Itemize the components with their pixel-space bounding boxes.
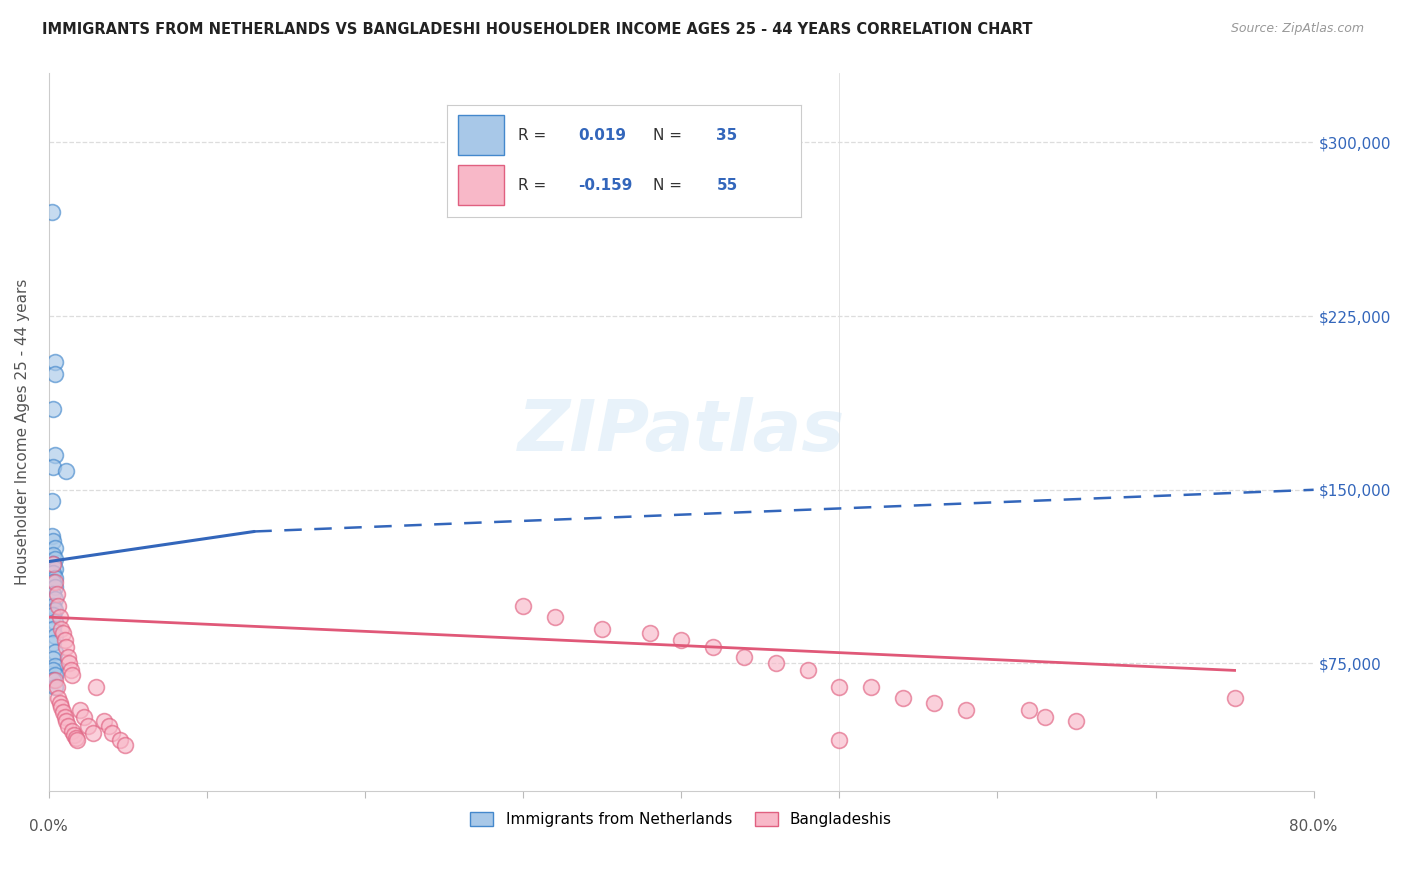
Point [42,533,65,548]
Point [44,658,66,673]
Point [56,719,79,733]
Point [765,657,787,671]
Point [55,464,77,478]
Point [53,709,76,723]
Point [891,691,914,706]
Point [44,645,66,659]
Point [42,575,65,590]
Point [44,591,66,606]
Point [544,610,567,624]
Point [42,548,65,562]
Point [52,626,75,640]
Point [108,732,131,747]
Legend: Immigrants from Netherlands, Bangladeshis: Immigrants from Netherlands, Bangladeshi… [464,806,898,833]
Point [42,652,65,666]
Point [46,691,69,706]
Point [512,599,534,613]
Point [52,705,75,719]
Point [44,575,66,590]
Point [41,494,63,508]
Point [51,700,73,714]
Point [42,557,65,571]
Point [55,714,77,729]
Point [44,541,66,555]
Point [59,664,82,678]
Point [66,732,89,747]
Point [45,680,67,694]
Y-axis label: Householder Income Ages 25 - 44 years: Householder Income Ages 25 - 44 years [15,278,30,585]
Point [93,714,115,729]
Point [44,680,66,694]
Point [44,673,66,687]
Point [49,696,72,710]
Point [733,649,755,664]
Point [1223,691,1246,706]
Point [44,561,66,575]
Point [1066,714,1088,729]
Point [44,571,66,585]
Text: IMMIGRANTS FROM NETHERLANDS VS BANGLADESHI HOUSEHOLDER INCOME AGES 25 - 44 YEARS: IMMIGRANTS FROM NETHERLANDS VS BANGLADES… [42,22,1032,37]
Point [638,626,661,640]
Point [42,566,65,581]
Point [44,355,66,369]
Point [922,696,945,710]
Point [46,599,69,613]
Point [42,607,65,622]
Point [44,603,66,617]
Point [82,726,104,740]
Point [44,629,66,643]
Text: Source: ZipAtlas.com: Source: ZipAtlas.com [1230,22,1364,36]
Point [62,723,84,738]
Point [41,205,63,219]
Point [69,703,91,717]
Text: 0.0%: 0.0% [30,819,67,834]
Point [84,680,107,694]
Point [56,649,79,664]
Point [58,657,80,671]
Point [42,459,65,474]
Text: ZIPatlas: ZIPatlas [517,398,845,467]
Point [796,664,818,678]
Point [44,580,66,594]
Point [44,668,66,682]
Point [44,552,66,566]
Point [72,709,94,723]
Point [1033,709,1056,723]
Point [669,633,692,648]
Point [42,557,65,571]
Point [42,664,65,678]
Point [42,673,65,687]
Point [42,401,65,416]
Point [77,719,100,733]
Point [62,668,84,682]
Point [97,719,120,733]
Point [114,738,136,752]
Point [828,732,851,747]
Point [51,622,73,636]
Point [44,615,66,629]
Point [101,726,124,740]
Point [828,680,851,694]
Point [55,640,77,655]
Point [42,622,65,636]
Point [591,622,613,636]
Point [1018,703,1040,717]
Point [53,633,76,648]
Point [44,448,66,462]
Point [41,529,63,543]
Point [955,703,977,717]
Point [44,367,66,381]
Point [49,610,72,624]
Text: 80.0%: 80.0% [1289,819,1339,834]
Point [45,587,67,601]
Point [859,680,882,694]
Point [65,731,87,745]
Point [702,640,724,655]
Point [42,635,65,649]
Point [42,587,65,601]
Point [42,599,65,613]
Point [63,728,86,742]
